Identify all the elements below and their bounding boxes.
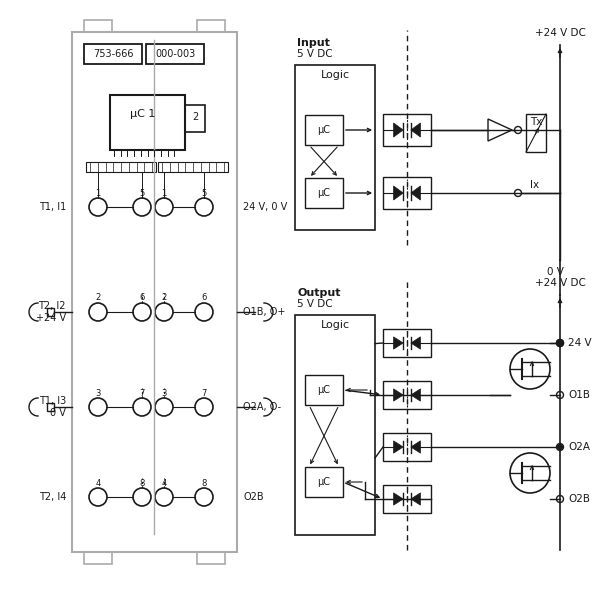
Bar — [146, 44, 204, 64]
Text: +24 V DC: +24 V DC — [535, 278, 586, 288]
Text: 4: 4 — [161, 479, 167, 487]
Text: μC: μC — [317, 477, 331, 487]
Text: 2: 2 — [161, 293, 167, 302]
Text: O1B: O1B — [568, 390, 590, 400]
Text: 2: 2 — [192, 112, 198, 122]
Text: 6: 6 — [202, 293, 206, 302]
Bar — [383, 433, 431, 461]
Polygon shape — [394, 493, 403, 505]
Bar — [383, 485, 431, 513]
Text: 7: 7 — [202, 389, 206, 397]
Bar — [84, 20, 112, 32]
Text: Input: Input — [297, 38, 330, 48]
Bar — [383, 381, 431, 409]
Text: +24 V DC: +24 V DC — [535, 28, 586, 38]
Text: Output: Output — [297, 288, 341, 298]
Text: 3: 3 — [161, 389, 167, 397]
Text: 24 V: 24 V — [568, 338, 592, 348]
Bar — [110, 95, 185, 150]
Text: 3: 3 — [95, 389, 101, 397]
Text: 1: 1 — [95, 188, 101, 197]
Text: 8: 8 — [139, 479, 145, 487]
Text: μC: μC — [317, 125, 331, 135]
Bar — [47, 403, 54, 411]
Bar — [305, 115, 343, 145]
Polygon shape — [411, 389, 421, 401]
Text: T2, I2
+24 V: T2, I2 +24 V — [36, 301, 66, 323]
Text: 4: 4 — [95, 479, 101, 487]
Bar — [84, 552, 112, 564]
Bar — [197, 552, 225, 564]
Bar — [305, 375, 343, 405]
Text: O2B: O2B — [568, 494, 590, 504]
Bar — [295, 65, 375, 230]
Text: Logic: Logic — [320, 70, 350, 80]
Polygon shape — [394, 337, 403, 349]
Bar — [526, 114, 546, 152]
Bar — [383, 177, 431, 209]
Bar — [197, 20, 225, 32]
Text: 2: 2 — [95, 293, 101, 302]
Text: 5: 5 — [202, 188, 206, 197]
Text: T2, I4: T2, I4 — [38, 492, 66, 502]
Bar — [86, 162, 156, 172]
Polygon shape — [411, 493, 421, 505]
Text: Tx: Tx — [530, 117, 542, 127]
Bar — [305, 178, 343, 208]
Bar — [383, 329, 431, 357]
Text: 000-003: 000-003 — [155, 49, 195, 59]
Polygon shape — [394, 389, 403, 401]
Text: 24 V, 0 V: 24 V, 0 V — [243, 202, 287, 212]
Text: 7: 7 — [139, 389, 145, 397]
Bar — [185, 105, 205, 132]
Polygon shape — [394, 186, 403, 200]
Polygon shape — [411, 337, 421, 349]
Polygon shape — [394, 441, 403, 453]
Text: T1, I3
0 V: T1, I3 0 V — [39, 396, 66, 418]
Bar — [383, 114, 431, 146]
Polygon shape — [411, 186, 421, 200]
Text: 0 V: 0 V — [547, 267, 563, 277]
Polygon shape — [411, 441, 421, 453]
Text: O1B, O+: O1B, O+ — [243, 307, 286, 317]
Text: 5: 5 — [139, 188, 145, 197]
Text: μC 1: μC 1 — [130, 109, 155, 119]
Polygon shape — [411, 123, 421, 137]
Bar — [295, 315, 375, 535]
Polygon shape — [394, 123, 403, 137]
Text: O2A, O-: O2A, O- — [243, 402, 281, 412]
Bar — [158, 162, 228, 172]
Text: 6: 6 — [139, 293, 145, 302]
Text: 753-666: 753-666 — [93, 49, 133, 59]
Circle shape — [557, 340, 563, 346]
Bar — [84, 44, 142, 64]
Text: μC: μC — [317, 188, 331, 198]
Circle shape — [557, 340, 563, 346]
Text: Ix: Ix — [530, 180, 539, 190]
Text: O2A: O2A — [568, 442, 590, 452]
Text: μC: μC — [317, 385, 331, 395]
Bar — [47, 308, 54, 316]
Text: 5 V DC: 5 V DC — [297, 49, 332, 59]
Text: 8: 8 — [202, 479, 206, 487]
Bar — [72, 32, 237, 552]
Text: T1, I1: T1, I1 — [39, 202, 66, 212]
Bar — [305, 467, 343, 497]
Circle shape — [557, 445, 563, 449]
Text: 1: 1 — [161, 188, 167, 197]
Text: Logic: Logic — [320, 320, 350, 330]
Text: 5 V DC: 5 V DC — [297, 299, 332, 309]
Text: O2B: O2B — [243, 492, 263, 502]
